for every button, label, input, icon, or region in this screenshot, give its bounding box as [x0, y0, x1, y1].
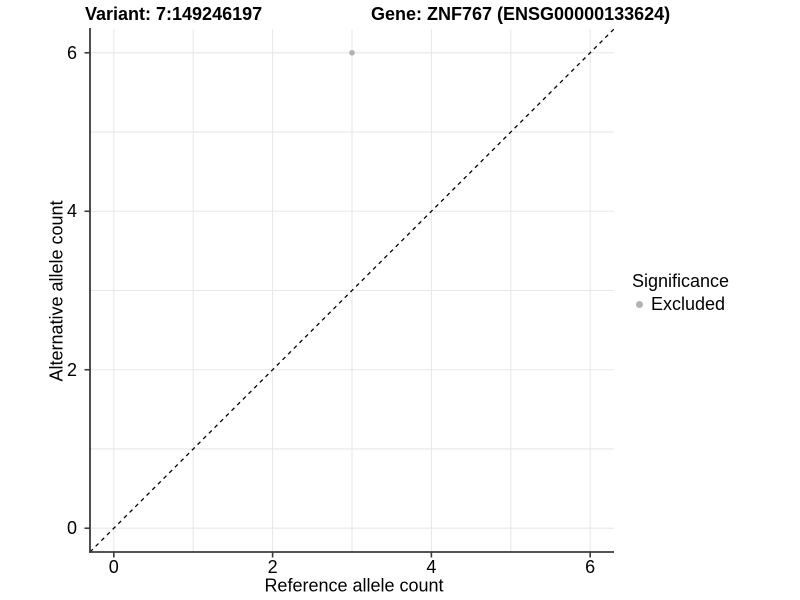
legend-item-excluded: Excluded: [632, 295, 729, 314]
data-point: [349, 49, 355, 56]
y-tick-label: 6: [66, 42, 77, 63]
identity-dashed-line: [89, 28, 615, 553]
y-tick-label: 0: [66, 518, 77, 539]
excluded-point-icon: [636, 301, 643, 308]
x-tick-label: 6: [585, 557, 596, 577]
gene-title: Gene: ZNF767 (ENSG00000133624): [371, 4, 671, 24]
x-tick-label: 4: [426, 557, 437, 577]
legend: Significance Excluded: [632, 272, 729, 314]
legend-title: Significance: [632, 271, 730, 291]
y-tick-label: 2: [66, 359, 77, 380]
x-tick-label: 2: [267, 557, 278, 577]
legend-item-label: Excluded: [651, 294, 726, 314]
x-tick-label: 0: [108, 557, 119, 577]
x-axis-title: Reference allele count: [264, 575, 444, 596]
y-tick-label: 4: [66, 201, 77, 222]
y-axis-title: Alternative allele count: [46, 200, 67, 382]
variant-title: Variant: 7:149246197: [85, 4, 263, 24]
